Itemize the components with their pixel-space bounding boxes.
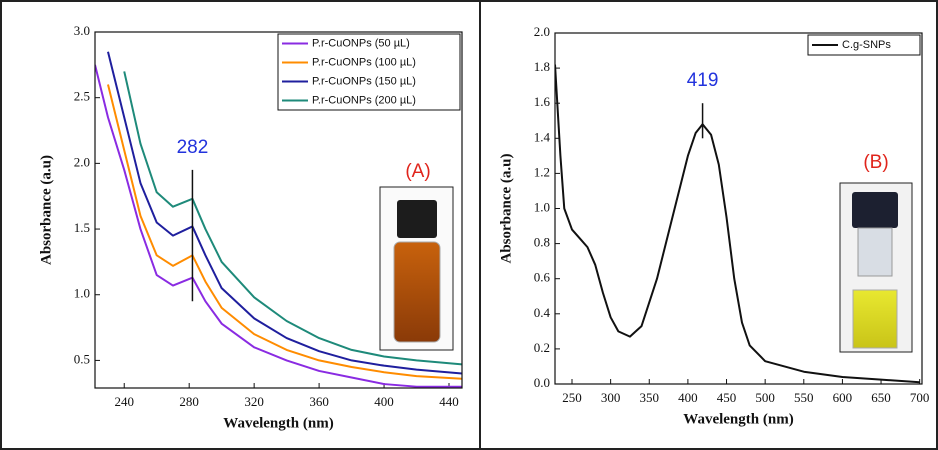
legend-label: C.g-SNPs xyxy=(842,39,891,51)
series-line xyxy=(555,64,920,384)
y-tick-label: 0.0 xyxy=(534,375,550,390)
x-tick-label: 400 xyxy=(678,390,698,405)
peak-label: 282 xyxy=(177,137,209,158)
x-tick-label: 500 xyxy=(755,390,775,405)
plot xyxy=(95,51,462,388)
x-tick-label: 700 xyxy=(910,390,930,405)
x-axis-label: Wavelength (nm) xyxy=(223,415,333,431)
y-tick-label: 1.6 xyxy=(534,94,551,109)
inset-label: (A) xyxy=(405,161,430,182)
peak-label: 419 xyxy=(687,70,719,91)
y-tick-label: 0.4 xyxy=(534,305,551,320)
legend-box xyxy=(277,33,461,111)
y-tick-label: 2.0 xyxy=(534,24,550,39)
series-line xyxy=(107,84,462,380)
x-tick-label: 550 xyxy=(794,390,814,405)
legend-label: P.r-CuONPs (150 µL) xyxy=(312,75,416,87)
x-tick-label: 400 xyxy=(374,394,394,409)
y-tick-label: 2.5 xyxy=(74,89,90,104)
x-axis-label: Wavelength (nm) xyxy=(683,411,793,427)
legend-label: P.r-CuONPs (100 µL) xyxy=(312,56,416,68)
legend-box xyxy=(807,34,921,56)
series-line xyxy=(95,64,462,388)
plot-border xyxy=(554,32,923,385)
x-tick-label: 650 xyxy=(871,390,891,405)
y-axis-label: Absorbance (a.u) xyxy=(498,153,514,263)
y-tick-label: 1.8 xyxy=(534,59,550,74)
y-tick-label: 1.0 xyxy=(74,286,90,301)
x-tick-label: 600 xyxy=(833,390,853,405)
y-tick-label: 3.0 xyxy=(74,23,90,38)
y-tick-label: 0.2 xyxy=(534,340,550,355)
y-tick-label: 0.6 xyxy=(534,270,551,285)
x-tick-label: 240 xyxy=(114,394,134,409)
y-tick-label: 1.0 xyxy=(534,199,550,214)
y-tick-label: 1.2 xyxy=(534,164,550,179)
x-tick-label: 350 xyxy=(640,390,660,405)
x-tick-label: 300 xyxy=(601,390,621,405)
series-line xyxy=(123,71,462,366)
y-tick-label: 1.5 xyxy=(74,220,90,235)
y-tick-label: 2.0 xyxy=(74,154,90,169)
x-tick-label: 280 xyxy=(179,394,199,409)
plot xyxy=(555,64,920,384)
legend-label: P.r-CuONPs (50 µL) xyxy=(312,37,410,49)
y-axis-label: Absorbance (a.u) xyxy=(38,155,54,265)
x-tick-label: 320 xyxy=(244,394,264,409)
plot-border xyxy=(94,31,463,389)
legend-label: P.r-CuONPs (200 µL) xyxy=(312,94,416,106)
x-tick-label: 440 xyxy=(439,394,459,409)
series-line xyxy=(107,51,462,375)
inset-label: (B) xyxy=(863,152,888,173)
vial-a xyxy=(379,186,454,351)
x-tick-label: 450 xyxy=(717,390,737,405)
y-tick-label: 0.8 xyxy=(534,235,550,250)
vial-b xyxy=(839,182,913,353)
x-tick-label: 360 xyxy=(309,394,329,409)
y-tick-label: 0.5 xyxy=(74,351,90,366)
x-tick-label: 250 xyxy=(562,390,582,405)
y-tick-label: 1.4 xyxy=(534,129,551,144)
